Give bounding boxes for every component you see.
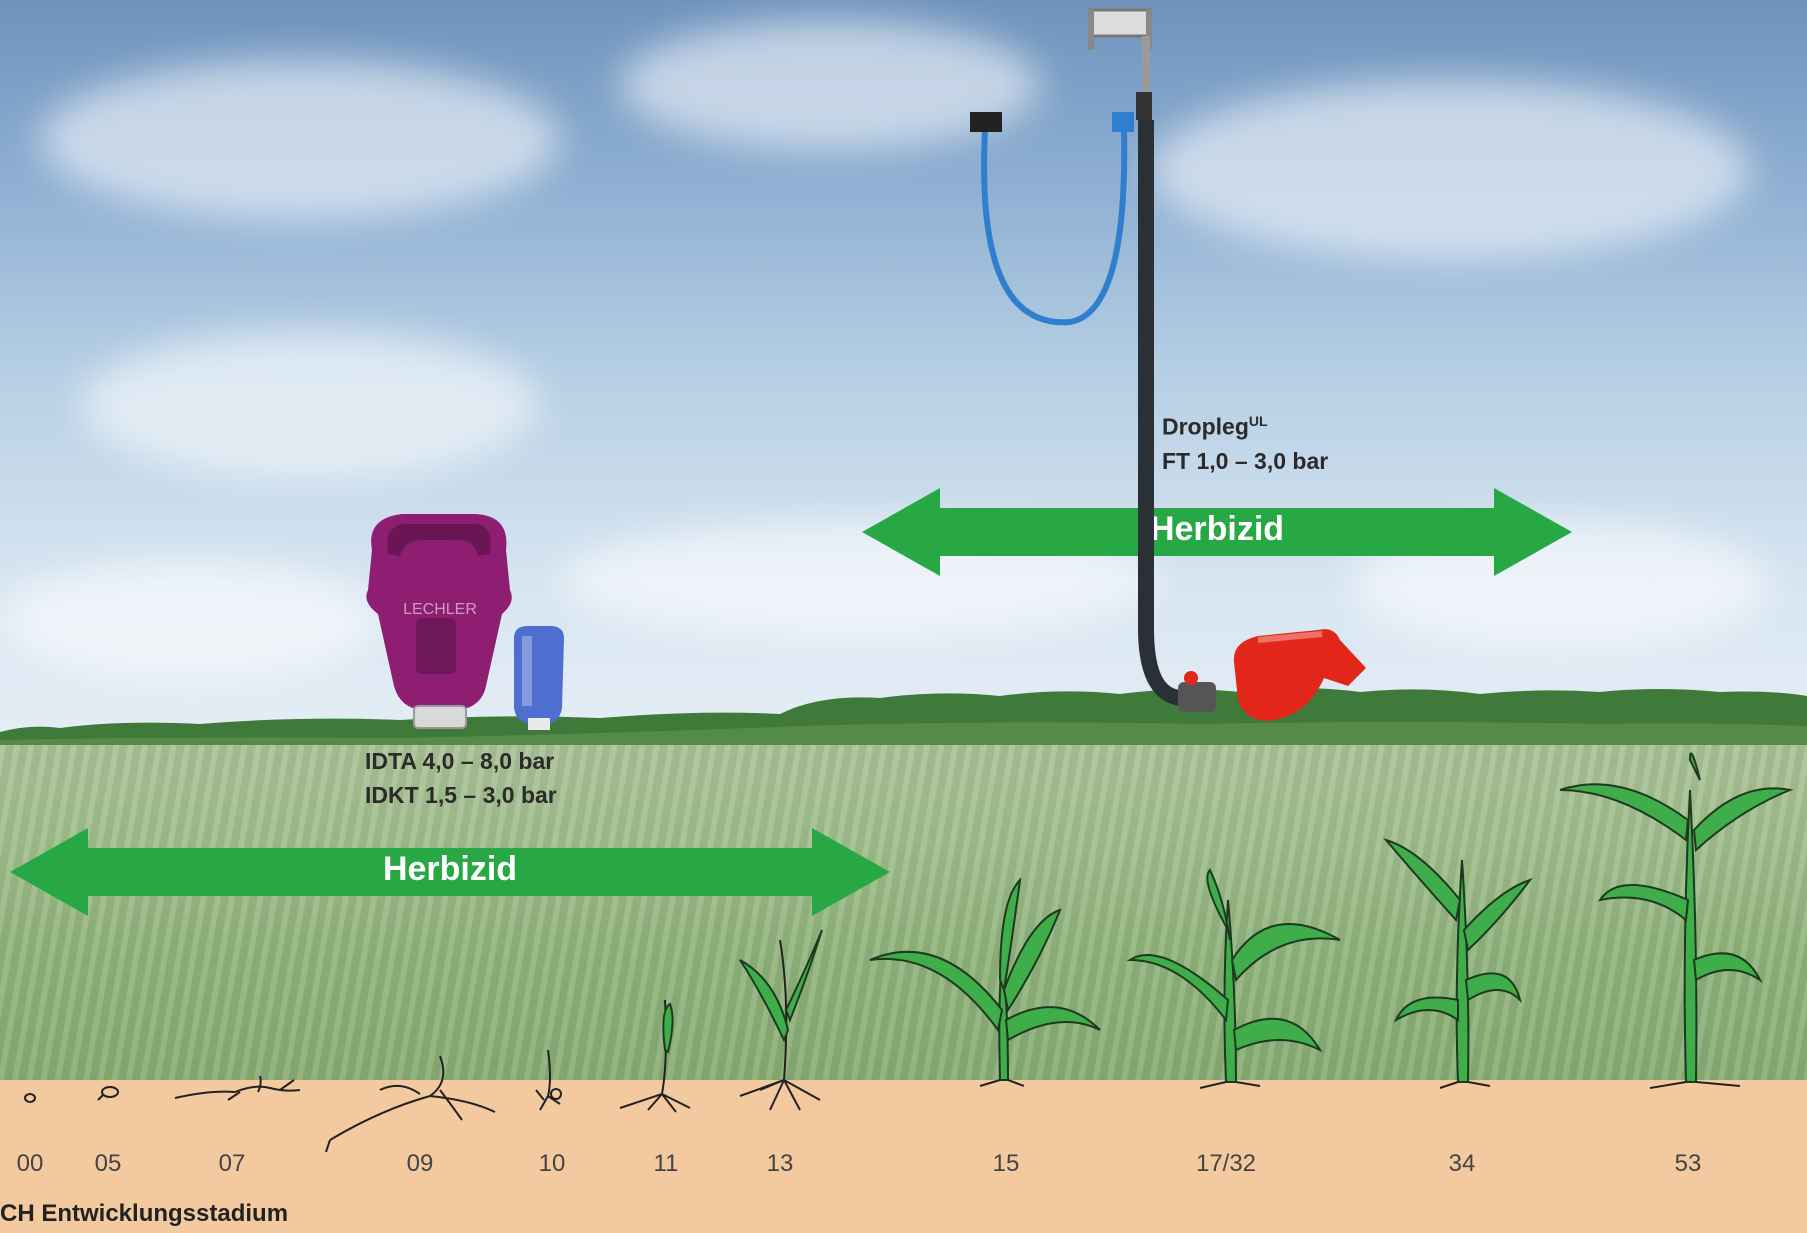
blue-nozzle-icon (514, 626, 564, 730)
stage-label: 00 (16, 1150, 44, 1177)
corn-field (0, 745, 1807, 1085)
leaf-53c (1597, 884, 1690, 922)
leaf-53e (1688, 752, 1701, 781)
lower-herbizid-arrow (10, 828, 890, 916)
nozzle-label: IDTA 4,0 – 8,0 bar IDKT 1,5 – 3,0 bar (365, 744, 557, 812)
leaf-53b (1692, 787, 1794, 853)
leaf-11 (662, 1002, 674, 1054)
leaf-15b (1002, 908, 1062, 1013)
leaf-34a (1383, 838, 1462, 923)
treeline (0, 688, 1807, 750)
leaf-34b (1462, 878, 1533, 952)
svg-text:LECHLER: LECHLER (403, 601, 477, 618)
stem-34 (1455, 859, 1470, 1083)
leaf-17d (1206, 868, 1231, 941)
cloud (80, 330, 540, 480)
stage-label: 11 (653, 1150, 679, 1177)
leaf-34d (1464, 972, 1522, 1004)
red-nozzle-icon (1233, 629, 1366, 721)
seedling-11 (619, 999, 691, 1113)
seedling-10 (535, 1049, 561, 1111)
leaf-34c (1393, 996, 1459, 1023)
upper-arrow-label: Herbizid (1149, 510, 1285, 548)
leaf-15c (1004, 1006, 1101, 1042)
dropleg-name: Dropleg (1162, 413, 1249, 440)
stage-label: 34 (1448, 1150, 1476, 1177)
stage-label: 07 (218, 1150, 246, 1177)
dropleg-label: DroplegUL FT 1,0 – 3,0 bar (1162, 404, 1328, 478)
cloud (0, 560, 380, 680)
stage-label: 10 (538, 1150, 566, 1177)
lower-arrow-label: Herbizid (382, 850, 518, 888)
leaf-17c (1232, 1017, 1323, 1053)
stage-label: 05 (94, 1150, 122, 1177)
stage-label: 15 (992, 1150, 1020, 1177)
cloud (40, 60, 560, 220)
development-stage-caption: CH Entwicklungsstadium (0, 1200, 289, 1227)
leaf-15a (869, 950, 1004, 1033)
stage-label: 13 (766, 1150, 794, 1177)
leaf-13b (784, 929, 823, 1023)
root-07 (174, 1085, 301, 1099)
seed-05 (101, 1086, 119, 1098)
nozzle-idta: IDTA 4,0 – 8,0 bar (365, 748, 555, 774)
stage-label: 09 (406, 1150, 434, 1177)
leaf-17b (1230, 923, 1341, 983)
seed-00 (24, 1093, 36, 1103)
leaf-53d (1692, 952, 1763, 983)
dropleg-pressure: FT 1,0 – 3,0 bar (1162, 447, 1329, 474)
leaf-15d (998, 877, 1022, 994)
cloud (1150, 80, 1750, 260)
leaf-53a (1559, 783, 1690, 842)
nozzle-idkt: IDKT 1,5 – 3,0 bar (365, 782, 557, 808)
upper-herbizid-arrow (862, 488, 1572, 576)
hose-connector (970, 112, 1002, 132)
stage-label: 53 (1674, 1150, 1702, 1177)
stage-label: 17/32 (1195, 1150, 1257, 1177)
corn-field-texture (0, 745, 1807, 1085)
root-09 (329, 1055, 445, 1141)
leaf-13 (739, 959, 790, 1043)
seedling-13 (739, 939, 821, 1111)
leaf-17a (1126, 954, 1230, 1023)
stem-53 (1683, 789, 1698, 1083)
soil-band (0, 1080, 1807, 1233)
purple-nozzle-icon: LECHLER (366, 514, 512, 729)
dropleg-superscript: UL (1248, 413, 1268, 429)
